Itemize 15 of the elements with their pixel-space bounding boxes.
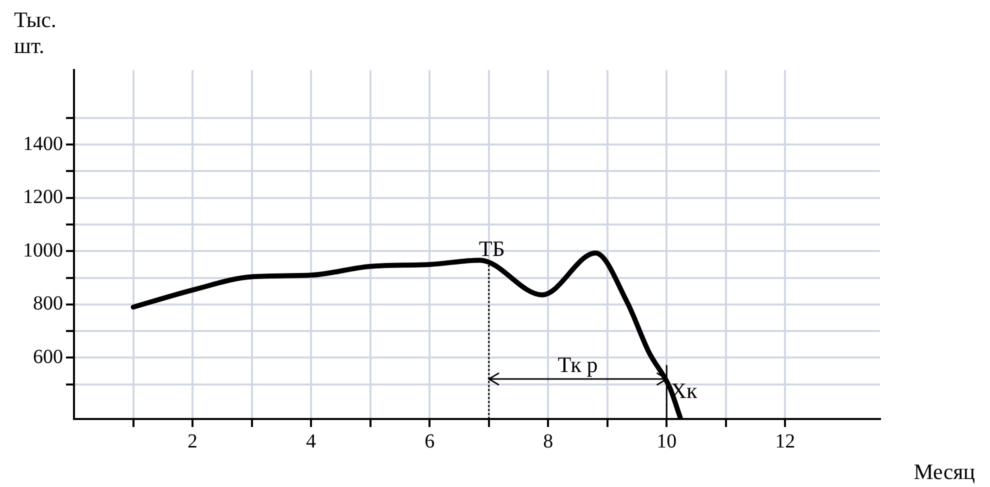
y-tick-label: 1400 <box>23 132 63 155</box>
x-tick-label: 12 <box>775 430 796 452</box>
annotation: Тк р <box>558 352 598 377</box>
y-axis-title: Тыс. шт. <box>14 6 56 58</box>
y-tick-label: 1200 <box>23 186 63 208</box>
x-tick-label: 10 <box>656 430 677 452</box>
x-axis-title: Месяц <box>914 458 976 484</box>
y-tick-label: 600 <box>33 346 63 368</box>
x-tick-label: 6 <box>424 430 435 452</box>
x-tick-label: 8 <box>543 430 554 452</box>
y-tick-label: 800 <box>33 292 63 315</box>
y-tick-label: 1000 <box>23 239 63 262</box>
x-tick-label: 4 <box>306 430 316 452</box>
x-tick-label: 2 <box>188 430 198 452</box>
ref-line-label: ТБ <box>478 236 505 261</box>
